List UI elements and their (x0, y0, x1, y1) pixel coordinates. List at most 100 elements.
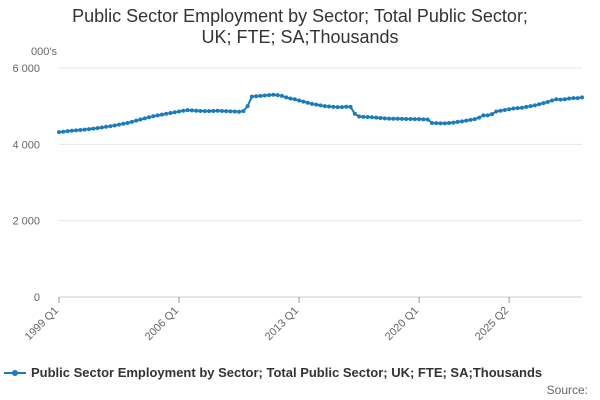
data-point (207, 109, 212, 114)
y-tick-label: 0 (34, 292, 40, 304)
y-tick-label: 2 000 (12, 216, 40, 228)
data-point (361, 114, 366, 119)
data-point (228, 109, 233, 114)
data-point (189, 108, 194, 113)
data-point (301, 99, 306, 104)
data-point (391, 116, 396, 121)
data-point (438, 121, 443, 126)
data-point (524, 104, 529, 109)
y-tick-label: 4 000 (12, 139, 40, 151)
data-point (125, 120, 130, 125)
data-point (245, 104, 250, 109)
data-point (571, 96, 576, 101)
data-point (99, 125, 104, 130)
legend[interactable]: Public Sector Employment by Sector; Tota… (4, 365, 542, 380)
data-point (549, 98, 554, 103)
data-point (434, 121, 439, 126)
data-point (352, 111, 357, 116)
data-point (108, 124, 113, 129)
data-point (429, 120, 434, 125)
data-point (374, 115, 379, 120)
data-point (412, 117, 417, 122)
data-point (215, 108, 220, 113)
data-point (82, 127, 87, 132)
source-label: Source: (546, 383, 588, 397)
series-line (58, 93, 583, 134)
data-point (74, 128, 79, 133)
data-point (159, 112, 164, 117)
data-point (121, 121, 126, 126)
data-point (567, 96, 572, 101)
data-point (387, 116, 392, 121)
data-point (267, 93, 272, 98)
y-tick-label: 6 000 (12, 63, 40, 75)
data-point (344, 104, 349, 109)
data-point (237, 109, 242, 114)
data-point (408, 117, 413, 122)
data-point (532, 103, 537, 108)
data-point (309, 101, 314, 106)
data-point (185, 108, 190, 113)
data-point (297, 98, 302, 103)
data-point (498, 108, 503, 113)
data-point (365, 115, 370, 120)
data-point (57, 130, 61, 135)
data-point (494, 109, 499, 114)
data-point (511, 106, 516, 111)
data-point (464, 118, 469, 123)
data-point (177, 109, 182, 114)
data-point (502, 107, 507, 112)
data-point (519, 105, 524, 110)
data-point (335, 105, 340, 110)
data-point (322, 104, 327, 109)
data-point (224, 109, 229, 114)
data-point (147, 115, 152, 120)
data-point (382, 116, 387, 121)
data-point (198, 108, 203, 113)
data-point (447, 120, 452, 125)
data-point (404, 116, 409, 121)
data-point (61, 129, 66, 134)
data-point (442, 121, 447, 126)
x-tick-label: 2020 Q1 (383, 305, 421, 343)
data-point (219, 108, 224, 113)
data-point (477, 115, 482, 120)
data-point (417, 117, 422, 122)
data-point (554, 97, 559, 102)
data-point (117, 122, 122, 127)
data-point (541, 101, 546, 106)
data-point (69, 128, 74, 133)
data-point (485, 113, 490, 118)
data-point (181, 108, 186, 113)
data-point (481, 113, 486, 118)
data-point (507, 107, 512, 112)
data-point (275, 93, 280, 98)
data-point (254, 94, 259, 99)
data-point (279, 93, 284, 98)
data-point (232, 109, 237, 114)
data-point (258, 93, 263, 98)
data-point (112, 123, 117, 128)
data-point (65, 129, 70, 134)
legend-swatch (4, 369, 26, 376)
data-point (451, 120, 456, 125)
data-point (489, 112, 494, 117)
x-tick-label: 1999 Q1 (23, 305, 61, 343)
data-point (472, 117, 477, 122)
data-point (357, 114, 362, 119)
x-tick-label: 2006 Q1 (143, 305, 181, 343)
data-point (314, 102, 319, 107)
x-tick-label: 2025 Q2 (473, 305, 511, 343)
data-point (545, 99, 550, 104)
data-point (455, 119, 460, 124)
data-point (339, 105, 344, 110)
data-point (395, 116, 400, 121)
data-point (348, 104, 353, 109)
data-point (202, 109, 207, 114)
data-point (95, 126, 100, 131)
data-point (211, 108, 216, 113)
data-point (562, 97, 567, 102)
data-point (172, 110, 177, 115)
data-point (288, 96, 293, 101)
